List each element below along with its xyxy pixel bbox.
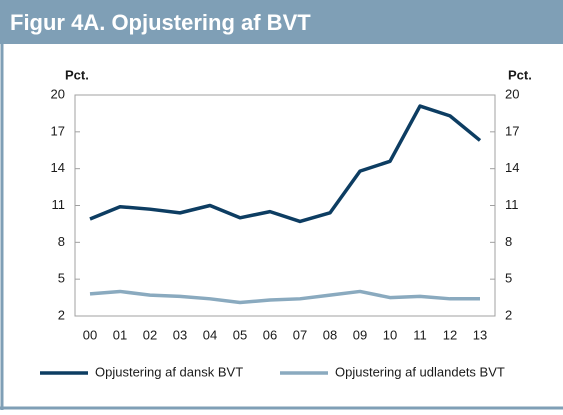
y-axis-label: Pct.: [65, 67, 89, 82]
y-tick-label: 11: [52, 197, 66, 212]
x-tick-label: 00: [83, 327, 97, 342]
y2-tick-label: 5: [505, 271, 512, 286]
series-line: [89, 104, 482, 224]
x-tick-label: 05: [233, 327, 247, 342]
y-tick-label: 17: [51, 123, 65, 138]
y-tick-label: 5: [58, 271, 65, 286]
x-tick-label: 02: [143, 327, 157, 342]
title-bar: [0, 0, 563, 44]
x-tick-label: 12: [443, 327, 457, 342]
y2-tick-label: 17: [505, 123, 519, 138]
x-tick-label: 13: [473, 327, 487, 342]
legend-label: Opjustering af udlandets BVT: [335, 364, 505, 379]
y2-tick-label: 8: [505, 234, 512, 249]
chart-title: Figur 4A. Opjustering af BVT: [10, 10, 311, 35]
y-tick-label: 8: [58, 234, 65, 249]
x-tick-label: 06: [263, 327, 277, 342]
x-tick-label: 04: [203, 327, 217, 342]
x-tick-label: 07: [293, 327, 307, 342]
y2-tick-label: 14: [505, 160, 519, 175]
y2-tick-label: 20: [505, 86, 519, 101]
y-tick-label: 2: [58, 307, 65, 322]
series-line: [89, 289, 480, 305]
x-tick-label: 03: [173, 327, 187, 342]
legend-label: Opjustering af dansk BVT: [95, 364, 243, 379]
x-tick-label: 08: [323, 327, 337, 342]
x-tick-label: 10: [383, 327, 397, 342]
y2-axis-label: Pct.: [508, 67, 532, 82]
y2-tick-label: 11: [505, 197, 519, 212]
x-tick-label: 11: [413, 327, 427, 342]
x-tick-label: 01: [113, 327, 127, 342]
y2-tick-label: 2: [505, 307, 512, 322]
y-tick-label: 14: [51, 160, 65, 175]
x-tick-label: 09: [353, 327, 367, 342]
y-tick-label: 20: [51, 86, 65, 101]
